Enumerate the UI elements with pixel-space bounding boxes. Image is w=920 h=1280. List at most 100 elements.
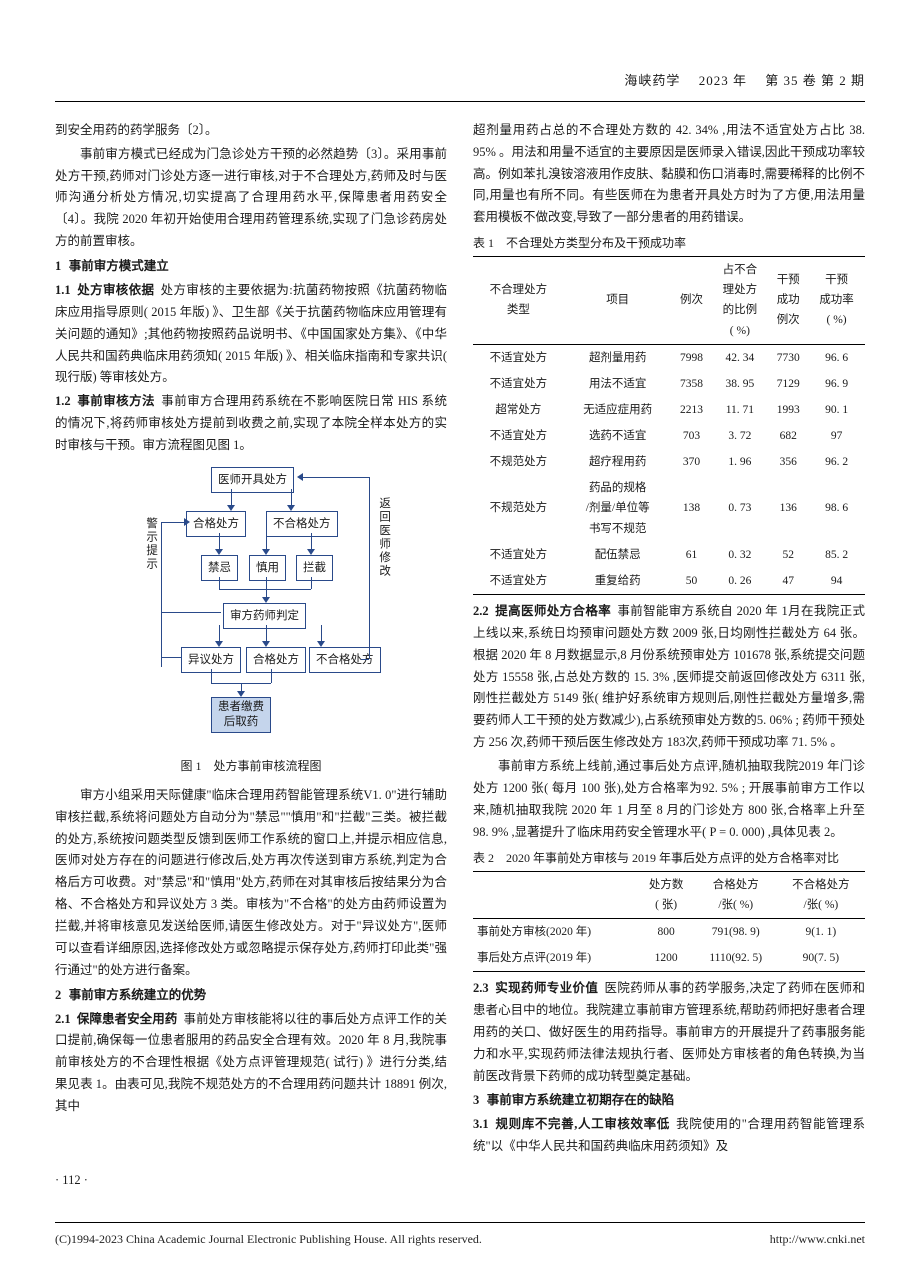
flow-node: 审方药师判定	[223, 603, 306, 629]
td: 7129	[768, 371, 808, 397]
td: 0. 32	[711, 542, 768, 568]
arrow	[301, 477, 369, 478]
td: 47	[768, 568, 808, 595]
td: 不适宜处方	[473, 423, 564, 449]
flow-node: 拦截	[296, 555, 333, 581]
th: 不合格处方 /张( %)	[777, 871, 865, 918]
table-row: 不适宜处方重复给药500. 264794	[473, 568, 865, 595]
subsection: 1.1 处方审核依据处方审核的主要依据为:抗菌药物按照《抗菌药物临床应用指导原则(…	[55, 280, 447, 389]
table-row: 超常处方无适应症用药221311. 71199390. 1	[473, 397, 865, 423]
td: 1. 96	[711, 449, 768, 475]
td: 超疗程用药	[564, 449, 672, 475]
td: 不适宜处方	[473, 568, 564, 595]
section-heading: 1 事前审方模式建立	[55, 256, 447, 278]
flow-node: 不合格处方	[266, 511, 338, 537]
body-text: 事前审方模式已经成为门急诊处方干预的必然趋势〔3〕。采用事前处方干预,药师对门诊…	[55, 144, 447, 253]
td: 42. 34	[711, 344, 768, 371]
section-num: 1	[55, 259, 61, 273]
td: 不规范处方	[473, 475, 564, 541]
subsection-title: 处方审核依据	[77, 283, 155, 297]
subsection-title: 保障患者安全用药	[77, 1012, 177, 1026]
table-row: 不规范处方超疗程用药3701. 9635696. 2	[473, 449, 865, 475]
page-number: · 112 ·	[55, 1170, 865, 1192]
td: 85. 2	[808, 542, 865, 568]
arrowhead-icon	[297, 473, 303, 481]
th	[473, 871, 637, 918]
td: 356	[768, 449, 808, 475]
arrow	[161, 522, 186, 523]
td: 重复给药	[564, 568, 672, 595]
td: 1110(92. 5)	[695, 945, 777, 972]
td: 药品的规格 /剂量/单位等 书写不规范	[564, 475, 672, 541]
td: 98. 6	[808, 475, 865, 541]
body-text: 到安全用药的药学服务〔2〕。	[55, 120, 447, 142]
td: 96. 6	[808, 344, 865, 371]
page-footer: (C)1994-2023 China Academic Journal Elec…	[55, 1229, 865, 1250]
arrow	[219, 589, 311, 590]
td: 50	[672, 568, 712, 595]
table-2: 处方数 ( 张) 合格处方 /张( %) 不合格处方 /张( %) 事前处方审核…	[473, 871, 865, 973]
section-title: 事前审方系统建立的优势	[69, 988, 207, 1002]
td: 370	[672, 449, 712, 475]
th: 例次	[672, 257, 712, 345]
arrowhead-icon	[184, 518, 190, 526]
journal-vol: 第 35 卷 第 2 期	[765, 73, 865, 88]
subsection-num: 2.2	[473, 604, 489, 618]
section-heading: 2事前审方系统建立的优势	[55, 985, 447, 1007]
subsection-num: 1.1	[55, 283, 71, 297]
td: 0. 26	[711, 568, 768, 595]
td: 7730	[768, 344, 808, 371]
arrow	[271, 669, 272, 683]
arrow	[161, 657, 181, 658]
arrow	[161, 522, 162, 667]
td: 703	[672, 423, 712, 449]
td: 超剂量用药	[564, 344, 672, 371]
two-column-layout: 到安全用药的药学服务〔2〕。 事前审方模式已经成为门急诊处方干预的必然趋势〔3〕…	[55, 120, 865, 1160]
td: 682	[768, 423, 808, 449]
table-1: 不合理处方 类型 项目 例次 占不合 理处方 的比例 ( %) 干预 成功 例次…	[473, 256, 865, 595]
subsection: 2.2提高医师处方合格率事前智能审方系统自 2020 年 1月在我院正式上线以来…	[473, 601, 865, 754]
subsection: 2.1保障患者安全用药事前处方审核能将以往的事后处方点评工作的关口提前,确保每一…	[55, 1009, 447, 1118]
td: 96. 9	[808, 371, 865, 397]
left-column: 到安全用药的药学服务〔2〕。 事前审方模式已经成为门急诊处方干预的必然趋势〔3〕…	[55, 120, 447, 1160]
figure-caption: 图 1 处方事前审核流程图	[55, 756, 447, 777]
td: 不规范处方	[473, 449, 564, 475]
td: 11. 71	[711, 397, 768, 423]
journal-name: 海峡药学	[624, 73, 680, 88]
flow-side-label: 警示提示	[141, 517, 161, 571]
td: 1200	[637, 945, 694, 972]
page-header: 海峡药学 2023 年 第 35 卷 第 2 期	[55, 70, 865, 93]
th: 干预 成功 例次	[768, 257, 808, 345]
td: 1993	[768, 397, 808, 423]
td: 7358	[672, 371, 712, 397]
td: 不适宜处方	[473, 542, 564, 568]
td: 7998	[672, 344, 712, 371]
flow-node: 合格处方	[246, 647, 306, 673]
body-text: 处方审核的主要依据为:抗菌药物按照《抗菌药物临床应用指导原则( 2015 年版)…	[55, 283, 447, 385]
flow-side-label: 返回医师修改	[374, 497, 394, 578]
td: 90. 1	[808, 397, 865, 423]
td: 2213	[672, 397, 712, 423]
table-row: 不适宜处方用法不适宜735838. 95712996. 9	[473, 371, 865, 397]
table-caption: 表 1 不合理处方类型分布及干预成功率	[473, 233, 865, 254]
section-title: 事前审方模式建立	[69, 259, 169, 273]
flow-node: 医师开具处方	[211, 467, 294, 493]
td: 791(98. 9)	[695, 918, 777, 945]
arrow	[211, 669, 212, 683]
td: 无适应症用药	[564, 397, 672, 423]
td: 3. 72	[711, 423, 768, 449]
body-text: 医院药师从事的药学服务,决定了药师在医师和患者心目中的地位。我院建立事前审方管理…	[473, 981, 865, 1083]
table-header-row: 不合理处方 类型 项目 例次 占不合 理处方 的比例 ( %) 干预 成功 例次…	[473, 257, 865, 345]
td: 94	[808, 568, 865, 595]
th: 占不合 理处方 的比例 ( %)	[711, 257, 768, 345]
th: 项目	[564, 257, 672, 345]
subsection-title: 实现药师专业价值	[495, 981, 598, 995]
th: 干预 成功率 ( %)	[808, 257, 865, 345]
table-row: 不适宜处方配伍禁忌610. 325285. 2	[473, 542, 865, 568]
footer-copyright: (C)1994-2023 China Academic Journal Elec…	[55, 1229, 482, 1250]
subsection: 2.3实现药师专业价值医院药师从事的药学服务,决定了药师在医师和患者心目中的地位…	[473, 978, 865, 1087]
subsection-title: 规则库不完善,人工审核效率低	[495, 1117, 670, 1131]
subsection-title: 提高医师处方合格率	[495, 604, 611, 618]
td: 不适宜处方	[473, 371, 564, 397]
arrow	[311, 577, 312, 589]
